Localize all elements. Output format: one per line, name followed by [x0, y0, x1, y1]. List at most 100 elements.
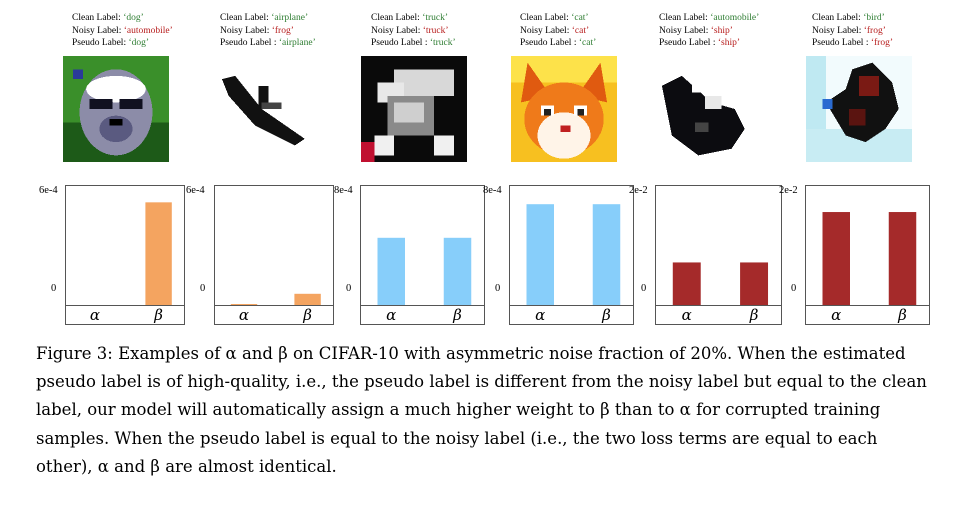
clean-label-prefix: Clean Label: — [72, 13, 124, 23]
pseudo-label-value: ‘dog’ — [128, 38, 150, 48]
clean-label-prefix: Clean Label: — [659, 13, 711, 23]
clean-label-value: ‘dog’ — [123, 13, 144, 23]
alpha-bar — [672, 262, 701, 305]
clean-label-prefix: Clean Label: — [520, 13, 572, 23]
y-tick-zero: 0 — [641, 283, 647, 294]
cifar-cat-thumbnail — [511, 56, 617, 162]
weight-bar-chart: α β 0 6e-4 — [184, 185, 334, 329]
y-tick-max: 8e-4 — [334, 185, 353, 196]
y-tick-zero: 0 — [51, 283, 57, 294]
beta-tick-label: β — [601, 306, 611, 324]
chart-frame — [805, 185, 930, 325]
pseudo-label-value: ‘truck’ — [429, 38, 456, 48]
pseudo-label-row: Pseudo Label : ‘cat’ — [520, 37, 596, 50]
weight-bar-chart: α β 0 2e-2 — [625, 185, 782, 329]
pseudo-label-prefix: Pseudo Label : — [371, 38, 430, 48]
beta-bar — [145, 202, 172, 305]
beta-tick-label: β — [153, 306, 163, 324]
beta-bar — [294, 293, 321, 305]
weight-bar-chart: α β 0 8e-4 — [330, 185, 485, 329]
chart-frame — [214, 185, 334, 325]
clean-label-row: Clean Label: ‘automobile’ — [659, 12, 759, 25]
alpha-bar — [377, 237, 405, 305]
alpha-tick-label: α — [682, 306, 692, 324]
alpha-bar — [230, 304, 258, 305]
clean-label-prefix: Clean Label: — [812, 13, 864, 23]
beta-bar — [740, 262, 769, 305]
pseudo-label-row: Pseudo Label : ‘ship’ — [659, 37, 759, 50]
cifar-automobile-thumbnail — [652, 56, 758, 162]
pseudo-label-prefix: Pseudo Label : — [520, 38, 579, 48]
cifar-airplane-thumbnail — [212, 56, 318, 162]
beta-bar — [443, 237, 472, 305]
label-block: Clean Label: ‘truck’ Noisy Label: ‘truck’… — [371, 12, 456, 50]
clean-label-value: ‘airplane’ — [271, 13, 309, 23]
noisy-label-prefix: Noisy Label: — [812, 25, 864, 36]
y-tick-zero: 0 — [200, 283, 206, 294]
noisy-label-value: ‘automobile’ — [123, 25, 173, 36]
pseudo-label-value: ‘ship’ — [717, 38, 741, 48]
noisy-label-prefix: Noisy Label: — [520, 25, 572, 36]
caption-text: Examples of α and β on CIFAR-10 with asy… — [36, 344, 927, 476]
pseudo-label-value: ‘frog’ — [870, 38, 893, 48]
noisy-label-row: Noisy Label: ‘cat’ — [520, 25, 596, 38]
noisy-label-row: Noisy Label: ‘truck’ — [371, 25, 456, 38]
y-tick-max: 2e-2 — [629, 185, 648, 196]
chart-frame — [655, 185, 782, 325]
pseudo-label-prefix: Pseudo Label : — [220, 38, 279, 48]
pseudo-label-prefix: Pseudo Label : — [812, 38, 871, 48]
pseudo-label-prefix: Pseudo Label: — [72, 38, 129, 48]
cifar-truck-thumbnail — [361, 56, 467, 162]
cifar-bird-thumbnail — [806, 56, 912, 162]
y-tick-zero: 0 — [791, 283, 797, 294]
beta-bar — [592, 204, 621, 305]
clean-label-prefix: Clean Label: — [220, 13, 272, 23]
beta-tick-label: β — [897, 306, 907, 324]
clean-label-row: Clean Label: ‘airplane’ — [220, 12, 316, 25]
label-block: Clean Label: ‘cat’ Noisy Label: ‘cat’ Pseu… — [520, 12, 596, 50]
beta-tick-label: β — [452, 306, 462, 324]
clean-label-row: Clean Label: ‘bird’ — [812, 12, 893, 25]
clean-label-value: ‘cat’ — [571, 13, 589, 23]
y-tick-max: 2e-2 — [779, 185, 798, 196]
noisy-label-prefix: Noisy Label: — [220, 25, 272, 36]
label-block: Clean Label: ‘bird’ Noisy Label: ‘frog’ Ps… — [812, 12, 893, 50]
noisy-label-value: ‘frog’ — [863, 25, 886, 36]
clean-label-row: Clean Label: ‘dog’ — [72, 12, 173, 25]
clean-label-row: Clean Label: ‘truck’ — [371, 12, 456, 25]
pseudo-label-row: Pseudo Label : ‘frog’ — [812, 37, 893, 50]
cifar-dog-thumbnail — [63, 56, 169, 162]
noisy-label-prefix: Noisy Label: — [72, 25, 124, 36]
pseudo-label-row: Pseudo Label: ‘dog’ — [72, 37, 173, 50]
alpha-bar — [822, 212, 850, 305]
weight-bar-chart: α β 0 2e-2 — [775, 185, 930, 329]
noisy-label-prefix: Noisy Label: — [371, 25, 423, 36]
noisy-label-prefix: Noisy Label: — [659, 25, 711, 36]
y-tick-zero: 0 — [495, 283, 501, 294]
label-block: Clean Label: ‘dog’ Noisy Label: ‘automobi… — [72, 12, 173, 50]
beta-bar — [888, 212, 917, 305]
label-block: Clean Label: ‘automobile’ Noisy Label: ‘s… — [659, 12, 759, 50]
pseudo-label-prefix: Pseudo Label : — [659, 38, 718, 48]
noisy-label-row: Noisy Label: ‘frog’ — [812, 25, 893, 38]
clean-label-value: ‘automobile’ — [710, 13, 760, 23]
pseudo-label-row: Pseudo Label : ‘airplane’ — [220, 37, 316, 50]
noisy-label-row: Noisy Label: ‘automobile’ — [72, 25, 173, 38]
figure-caption: Figure 3: Examples of α and β on CIFAR-1… — [36, 340, 936, 481]
y-tick-max: 8e-4 — [483, 185, 502, 196]
chart-frame — [509, 185, 634, 325]
noisy-label-row: Noisy Label: ‘frog’ — [220, 25, 316, 38]
alpha-tick-label: α — [535, 306, 545, 324]
pseudo-label-row: Pseudo Label : ‘truck’ — [371, 37, 456, 50]
pseudo-label-value: ‘airplane’ — [278, 38, 316, 48]
caption-label: Figure 3: — [36, 344, 113, 363]
alpha-tick-label: α — [90, 306, 100, 324]
label-block: Clean Label: ‘airplane’ Noisy Label: ‘fro… — [220, 12, 316, 50]
y-tick-max: 6e-4 — [186, 185, 205, 196]
chart-frame — [360, 185, 485, 325]
chart-frame — [65, 185, 185, 325]
